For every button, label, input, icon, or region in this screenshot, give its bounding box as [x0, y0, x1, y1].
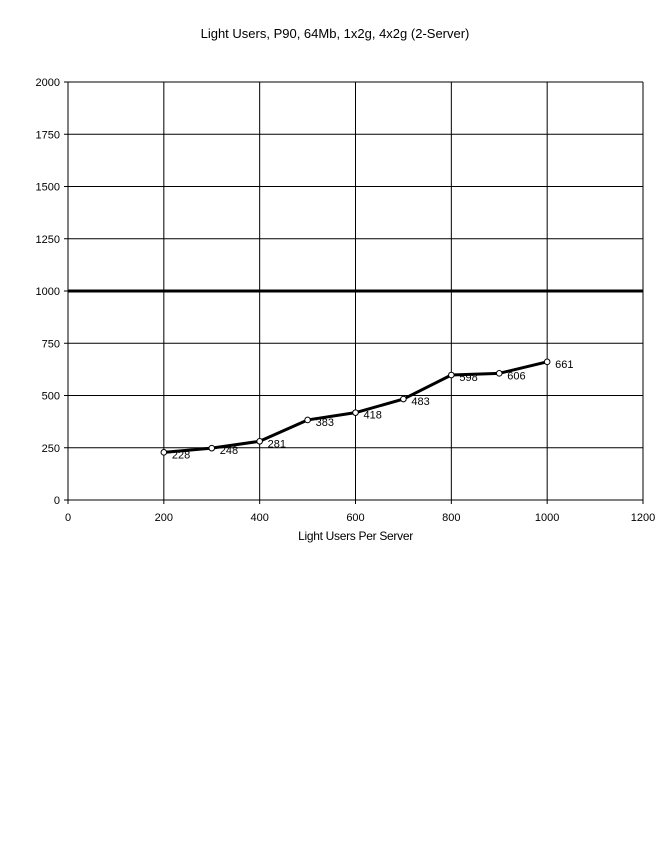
- x-tick-label: 400: [250, 512, 268, 524]
- data-label: 598: [459, 372, 477, 384]
- data-label: 248: [220, 445, 238, 457]
- data-label: 383: [316, 417, 334, 429]
- y-tick-label: 750: [42, 338, 60, 350]
- y-tick-label: 500: [42, 391, 60, 403]
- data-label: 606: [507, 370, 525, 382]
- y-tick-label: 1000: [36, 286, 60, 298]
- data-point: [400, 395, 407, 403]
- y-tick-label: 1750: [36, 129, 60, 141]
- y-tick-label: 250: [42, 443, 60, 455]
- data-point: [256, 437, 263, 445]
- y-tick-label: 1500: [36, 182, 60, 194]
- tick-labels: 0 250 500 750 1000 1250 1500 1750 2000 0 200 400 600…: [36, 77, 656, 524]
- x-tick-label: 0: [65, 512, 71, 524]
- x-tick-label: 600: [346, 512, 364, 524]
- data-point: [304, 416, 311, 424]
- x-axis-label: Light Users Per Server: [298, 529, 413, 543]
- data-label: 483: [411, 396, 429, 408]
- data-point: [448, 371, 455, 379]
- data-point: [352, 409, 359, 416]
- x-tick-label: 200: [155, 512, 173, 524]
- y-tick-label: 1250: [36, 234, 60, 246]
- x-tick-label: 800: [442, 512, 460, 524]
- data-point: [495, 370, 503, 377]
- data-label: 418: [364, 410, 382, 422]
- data-point: [208, 444, 216, 452]
- axes: [64, 81, 644, 504]
- data-label: 281: [268, 438, 286, 450]
- y-tick-label: 2000: [36, 77, 60, 89]
- data-label: 661: [555, 359, 573, 371]
- data-point: [160, 449, 168, 456]
- data-label: 228: [172, 449, 190, 461]
- x-tick-label: 1000: [535, 512, 559, 524]
- data-labels: 228 248 281 383 418 483 598 606 661: [172, 359, 574, 461]
- chart-title: Light Users, P90, 64Mb, 1x2g, 4x2g (2-Se…: [200, 26, 470, 41]
- x-tick-label: 1200: [631, 512, 655, 524]
- data-point: [543, 358, 551, 366]
- y-tick-label: 0: [54, 495, 60, 507]
- series-layer: [160, 358, 551, 456]
